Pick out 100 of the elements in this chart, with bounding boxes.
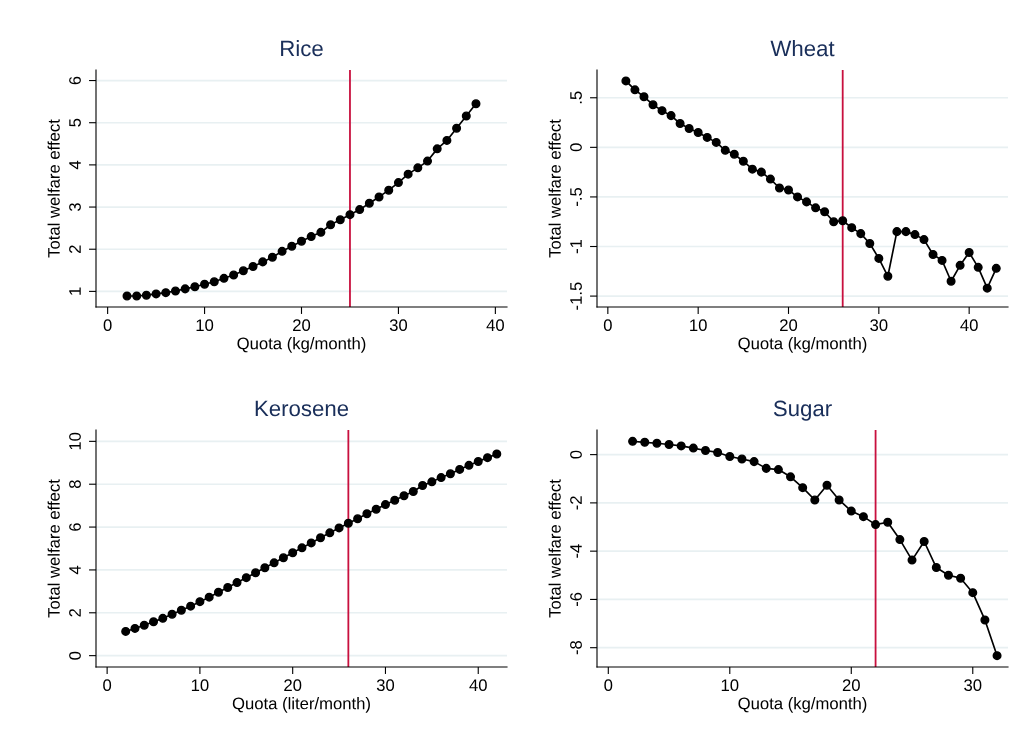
point (628, 436, 638, 446)
point (773, 465, 783, 475)
y-tick-label: 4 (69, 160, 81, 170)
point (393, 178, 403, 188)
chart-title: Sugar (773, 400, 832, 421)
point (483, 453, 493, 463)
point (761, 463, 771, 473)
point (666, 111, 676, 121)
point (968, 588, 978, 598)
y-tick-label: -8 (570, 641, 582, 655)
point (737, 454, 747, 464)
point (798, 483, 808, 493)
point (413, 163, 423, 173)
y-tick-label: -.5 (570, 187, 582, 206)
point (956, 573, 966, 583)
point (353, 514, 363, 524)
point (251, 568, 261, 578)
point (422, 156, 433, 166)
point (621, 76, 631, 86)
y-tick-label: -4 (570, 544, 582, 558)
point (820, 207, 830, 217)
x-axis-title: Quota (kg/month) (738, 697, 867, 713)
point (209, 277, 219, 287)
point (464, 460, 474, 470)
x-tick-label: 30 (389, 319, 408, 332)
x-tick-label: 20 (842, 679, 860, 692)
point (297, 543, 307, 553)
point (901, 227, 911, 237)
point (200, 279, 210, 289)
point (829, 217, 839, 227)
x-axis-title: Quota (kg/month) (237, 337, 366, 353)
point (838, 216, 848, 226)
point (765, 174, 775, 184)
point (362, 509, 372, 519)
point (871, 520, 881, 530)
point (725, 452, 735, 462)
x-tick-label: 0 (603, 319, 612, 332)
point (858, 512, 868, 522)
y-tick-label: 2 (69, 608, 81, 617)
point (316, 227, 326, 237)
point (919, 235, 929, 245)
point (260, 563, 270, 573)
point (973, 262, 983, 272)
y-axis-title: Total welfare effect (47, 479, 60, 618)
point (928, 249, 938, 259)
point (786, 472, 796, 482)
x-tick-label: 40 (960, 319, 978, 332)
point (316, 533, 326, 543)
y-tick-label: -2 (570, 496, 582, 510)
point (334, 523, 344, 533)
point (774, 183, 784, 193)
point (436, 473, 446, 483)
point (213, 587, 223, 597)
point (492, 449, 502, 459)
point (883, 271, 893, 281)
point (955, 260, 965, 270)
point (883, 517, 893, 527)
point (167, 609, 177, 619)
point (306, 232, 316, 242)
point (452, 123, 462, 133)
point (865, 239, 875, 249)
y-axis-title: Total welfare effect (47, 119, 60, 258)
point (729, 149, 739, 159)
point (195, 597, 205, 607)
point (223, 582, 233, 593)
x-tick-label: 30 (964, 679, 982, 692)
point (277, 246, 287, 256)
point (652, 438, 662, 448)
point (408, 486, 418, 497)
point (384, 185, 394, 195)
y-tick-label: .5 (570, 91, 582, 104)
point (258, 257, 268, 267)
chart-title: Rice (281, 40, 323, 57)
point (639, 92, 649, 102)
y-tick-label: 0 (570, 143, 582, 152)
x-axis-title: Quota (liter/month) (232, 697, 370, 713)
point (238, 266, 248, 276)
point (306, 538, 316, 548)
point (267, 252, 277, 262)
point (130, 623, 140, 633)
point (132, 291, 142, 301)
point (937, 255, 947, 265)
point (640, 437, 650, 447)
point (720, 145, 730, 155)
point (747, 164, 757, 174)
point (232, 578, 242, 588)
point (371, 504, 381, 514)
point (980, 615, 990, 625)
y-tick-label: 6 (69, 76, 81, 85)
point (380, 500, 390, 510)
point (874, 253, 884, 263)
point (403, 169, 413, 179)
point (241, 573, 251, 583)
point (847, 223, 857, 233)
y-tick-label: 10 (69, 432, 81, 450)
y-tick-label: 8 (69, 480, 81, 489)
point (190, 282, 200, 292)
point (738, 156, 748, 166)
x-tick-label: 10 (690, 319, 707, 332)
x-tick-label: 0 (103, 679, 112, 692)
